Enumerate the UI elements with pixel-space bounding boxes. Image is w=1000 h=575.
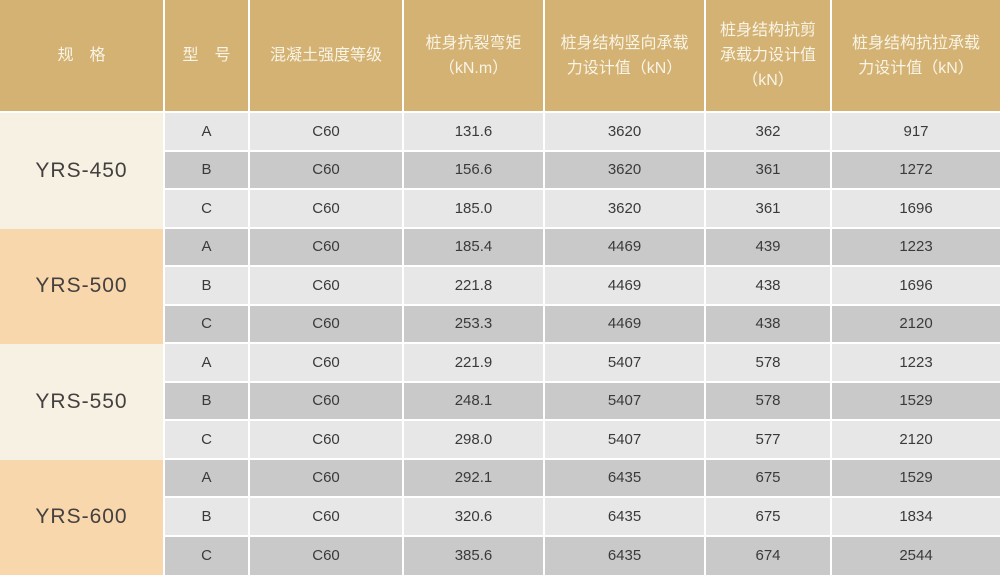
data-cell: 362 bbox=[706, 113, 832, 152]
model-cell: C bbox=[165, 190, 250, 229]
data-cell: 4469 bbox=[545, 305, 706, 344]
data-cell: C60 bbox=[250, 228, 404, 267]
data-cell: 5407 bbox=[545, 382, 706, 421]
spec-cell: YRS-450 bbox=[0, 113, 165, 229]
data-cell: 438 bbox=[706, 267, 832, 306]
spec-cell: YRS-500 bbox=[0, 228, 165, 344]
model-cell: A bbox=[165, 344, 250, 383]
table-row: C C60 185.0 3620 361 1696 bbox=[0, 190, 1000, 229]
data-cell: 578 bbox=[706, 382, 832, 421]
data-cell: 5407 bbox=[545, 344, 706, 383]
data-cell: 1223 bbox=[832, 344, 1000, 383]
data-cell: 1272 bbox=[832, 151, 1000, 190]
table-row: B C60 156.6 3620 361 1272 bbox=[0, 151, 1000, 190]
data-cell: 578 bbox=[706, 344, 832, 383]
model-cell: B bbox=[165, 498, 250, 537]
data-cell: 298.0 bbox=[404, 421, 545, 460]
data-cell: 253.3 bbox=[404, 305, 545, 344]
data-cell: C60 bbox=[250, 498, 404, 537]
model-cell: B bbox=[165, 151, 250, 190]
data-cell: 438 bbox=[706, 305, 832, 344]
data-cell: 185.0 bbox=[404, 190, 545, 229]
table-row: YRS-550 A C60 221.9 5407 578 1223 bbox=[0, 344, 1000, 460]
table-row: B C60 221.8 4469 438 1696 bbox=[0, 267, 1000, 306]
data-cell: 361 bbox=[706, 151, 832, 190]
data-cell: 5407 bbox=[545, 421, 706, 460]
data-cell: 6435 bbox=[545, 459, 706, 498]
data-cell: 131.6 bbox=[404, 113, 545, 152]
model-cell: A bbox=[165, 459, 250, 498]
data-cell: 1834 bbox=[832, 498, 1000, 537]
data-cell: 4469 bbox=[545, 228, 706, 267]
data-cell: 6435 bbox=[545, 498, 706, 537]
data-cell: 577 bbox=[706, 421, 832, 460]
data-cell: 185.4 bbox=[404, 228, 545, 267]
table-row: YRS-450 A C60 131.6 3620 362 917 bbox=[0, 113, 1000, 229]
data-cell: 221.9 bbox=[404, 344, 545, 383]
data-cell: 1223 bbox=[832, 228, 1000, 267]
data-cell: 292.1 bbox=[404, 459, 545, 498]
spec-cell: YRS-550 bbox=[0, 344, 165, 460]
data-cell: 320.6 bbox=[404, 498, 545, 537]
table-row: YRS-500 A C60 185.4 4469 439 1223 bbox=[0, 228, 1000, 344]
data-cell: 2120 bbox=[832, 421, 1000, 460]
header-spec: 规 格 bbox=[0, 0, 165, 113]
model-cell: B bbox=[165, 382, 250, 421]
header-tension-capacity: 桩身结构抗拉承载 力设计值（kN） bbox=[832, 0, 1000, 113]
data-cell: 6435 bbox=[545, 536, 706, 575]
data-cell: C60 bbox=[250, 344, 404, 383]
header-vertical-capacity: 桩身结构竖向承载 力设计值（kN） bbox=[545, 0, 706, 113]
data-cell: 1529 bbox=[832, 382, 1000, 421]
data-cell: 1696 bbox=[832, 267, 1000, 306]
data-cell: C60 bbox=[250, 382, 404, 421]
model-cell: A bbox=[165, 228, 250, 267]
table-row: C C60 298.0 5407 577 2120 bbox=[0, 421, 1000, 460]
model-cell: C bbox=[165, 421, 250, 460]
data-cell: 1696 bbox=[832, 190, 1000, 229]
data-cell: C60 bbox=[250, 421, 404, 460]
data-cell: 361 bbox=[706, 190, 832, 229]
header-shear-capacity: 桩身结构抗剪 承载力设计值 （kN） bbox=[706, 0, 832, 113]
data-cell: C60 bbox=[250, 113, 404, 152]
model-cell: C bbox=[165, 305, 250, 344]
data-cell: 2544 bbox=[832, 536, 1000, 575]
data-cell: 4469 bbox=[545, 267, 706, 306]
data-cell: 674 bbox=[706, 536, 832, 575]
table-row: B C60 320.6 6435 675 1834 bbox=[0, 498, 1000, 537]
data-cell: 675 bbox=[706, 498, 832, 537]
data-cell: C60 bbox=[250, 190, 404, 229]
table-row: B C60 248.1 5407 578 1529 bbox=[0, 382, 1000, 421]
data-cell: 2120 bbox=[832, 305, 1000, 344]
model-cell: B bbox=[165, 267, 250, 306]
table-body: YRS-450 A C60 131.6 3620 362 917 B C60 156.6 3620 3… bbox=[0, 113, 1000, 575]
data-cell: C60 bbox=[250, 267, 404, 306]
spec-cell: YRS-600 bbox=[0, 459, 165, 575]
data-cell: 439 bbox=[706, 228, 832, 267]
table-row: YRS-600 A C60 292.1 6435 675 1529 bbox=[0, 459, 1000, 575]
data-cell: C60 bbox=[250, 151, 404, 190]
header-row: 规 格 型 号 混凝土强度等级 桩身抗裂弯矩 （kN.m） 桩身结构竖向承载 力… bbox=[0, 0, 1000, 113]
data-cell: C60 bbox=[250, 459, 404, 498]
data-cell: 675 bbox=[706, 459, 832, 498]
model-cell: A bbox=[165, 113, 250, 152]
data-cell: 917 bbox=[832, 113, 1000, 152]
data-cell: 3620 bbox=[545, 190, 706, 229]
data-cell: 221.8 bbox=[404, 267, 545, 306]
header-crack-moment: 桩身抗裂弯矩 （kN.m） bbox=[404, 0, 545, 113]
table-row: C C60 385.6 6435 674 2544 bbox=[0, 536, 1000, 575]
data-cell: C60 bbox=[250, 305, 404, 344]
data-cell: 3620 bbox=[545, 113, 706, 152]
data-cell: 156.6 bbox=[404, 151, 545, 190]
table-header: 规 格 型 号 混凝土强度等级 桩身抗裂弯矩 （kN.m） 桩身结构竖向承载 力… bbox=[0, 0, 1000, 113]
data-cell: C60 bbox=[250, 536, 404, 575]
table-row: C C60 253.3 4469 438 2120 bbox=[0, 305, 1000, 344]
data-cell: 248.1 bbox=[404, 382, 545, 421]
header-model: 型 号 bbox=[165, 0, 250, 113]
model-cell: C bbox=[165, 536, 250, 575]
data-cell: 3620 bbox=[545, 151, 706, 190]
header-concrete-grade: 混凝土强度等级 bbox=[250, 0, 404, 113]
data-cell: 1529 bbox=[832, 459, 1000, 498]
data-cell: 385.6 bbox=[404, 536, 545, 575]
